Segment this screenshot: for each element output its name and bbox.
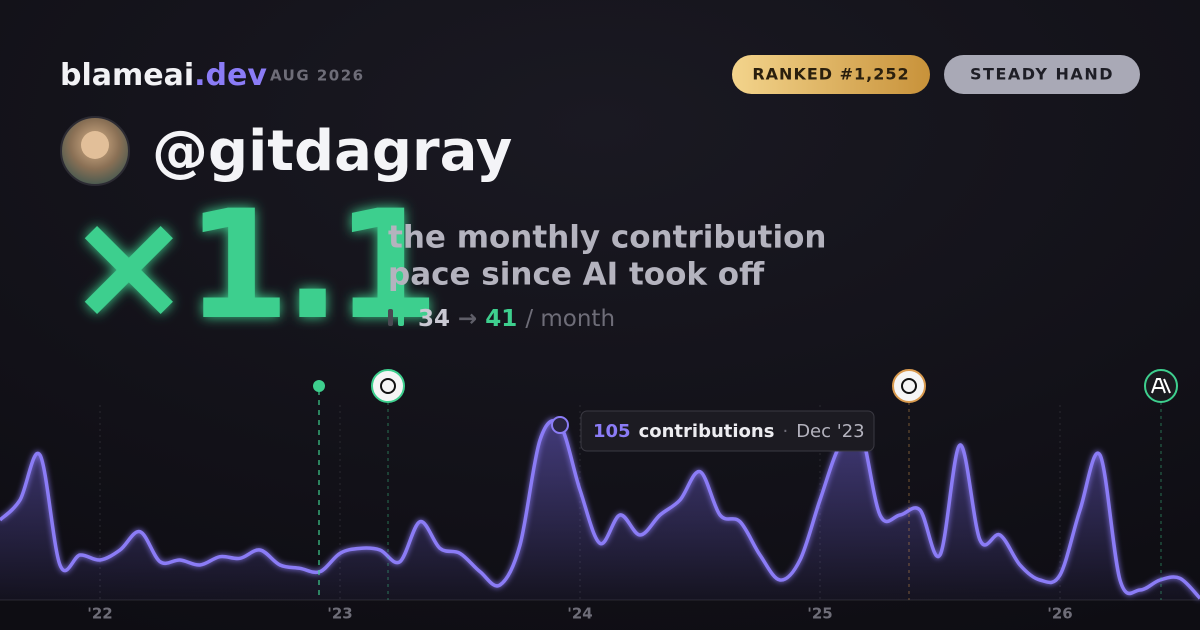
tooltip-separator: · [782,421,788,442]
pace-arrow: → [458,306,477,332]
tooltip-date: Dec '23 [796,421,864,442]
description-line: the monthly contribution [388,220,826,256]
ai-takeoff-dot [313,380,325,392]
event-markers [313,369,1178,600]
avatar-face [81,131,109,159]
rank-badge-text: RANKED #1,252 [752,65,909,84]
event-icon [892,369,926,403]
pace-after: 41 [485,306,517,332]
tooltip-box [580,410,875,452]
period: AUG 2026 [270,67,365,85]
area [0,420,1200,600]
tooltip-value: 105 [593,421,631,442]
brand: blameai.dev [60,58,267,93]
line [0,419,1200,600]
tooltip-label: contributions [639,421,775,442]
x-tick-label: '25 [807,605,832,623]
tooltip-text: 105 contributions · Dec '23 [593,421,865,442]
title-badge-text: STEADY HAND [970,65,1114,84]
pace-unit: / month [525,306,615,332]
tooltip: 105 contributions · Dec '23 [580,410,875,452]
x-tick-label: '22 [87,605,112,623]
chart: '22 '23 '24 '25 '26 [0,405,1200,623]
event-icon [371,369,405,403]
x-tick-label: '23 [327,605,352,623]
event-glyph [1151,378,1171,394]
pace-before: 34 [418,306,450,332]
event-glyph [380,378,396,394]
pace-line: 34 → 41 / month [418,306,615,332]
rank-badge [732,55,930,94]
before-bar-icon [388,309,393,326]
event-glyph [901,378,917,394]
highlight-point [551,416,569,434]
handle: @gitdagray [152,119,512,184]
brand-tld: .dev [194,58,267,93]
event-icon [1144,369,1178,403]
x-tick-label: '26 [1047,605,1072,623]
description-line: pace since AI took off [388,257,765,293]
multiplier: ×1.1 [66,179,433,353]
x-tick-label: '24 [567,605,592,623]
title-badge [944,55,1140,94]
after-bar-icon [398,307,404,326]
brand-name: blameai [60,58,194,93]
